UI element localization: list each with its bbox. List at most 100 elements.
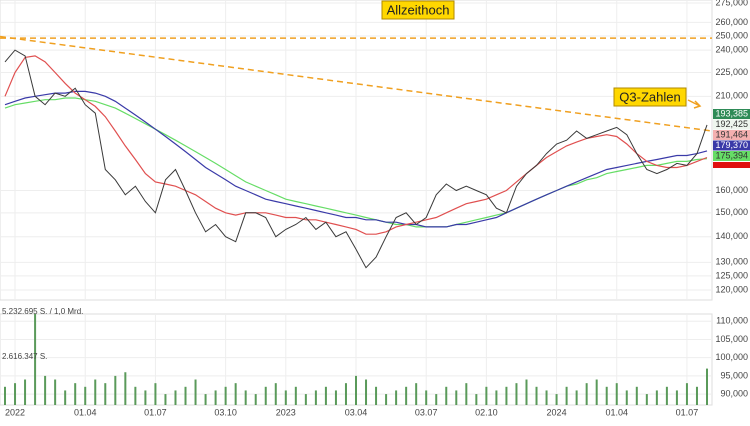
volume-bar [515,383,518,405]
volume-bar [174,390,177,405]
last-quote: 192,425 [715,119,748,129]
volume-bar [34,314,37,405]
volume-bar [24,379,27,405]
volume-bar [465,383,468,405]
x-tick-label: 03.07 [415,407,438,417]
volume-bar [365,379,368,405]
volume-label: 5.232.695 S. / 1,0 Mrd. [2,307,83,316]
y-tick-label: 140,000 [715,231,748,241]
volume-bar [485,386,488,405]
volume-bar [385,394,388,405]
y-tick-label: 250,000 [715,30,748,40]
volume-bar [274,383,277,405]
volume-bar [94,379,97,405]
volume-bar [14,383,17,405]
x-tick-label: 01.07 [676,407,699,417]
moving-average [4,97,708,228]
x-tick-label: 01.07 [144,407,167,417]
x-tick-label: 2023 [276,407,296,417]
y-tick-label: 90,000 [720,388,748,398]
volume-bar [615,383,618,405]
volume-bar [675,390,678,405]
volume-bar [535,386,538,405]
annotation-box [613,87,687,107]
x-tick-label: 2022 [5,407,25,417]
volume-bar [204,394,207,405]
volume-bar [605,386,608,405]
volume-bar [324,386,327,405]
annotation-box [381,0,455,20]
volume-bar [695,386,698,405]
volume-bar [54,379,57,405]
volume-bar [585,383,588,405]
volume-bar [314,390,317,405]
volume-bar [375,386,378,405]
volume-bar [134,386,137,405]
volume-bar [625,390,628,405]
volume-bar [344,383,347,405]
x-tick-label: 2024 [547,407,567,417]
volume-bar [224,386,227,405]
volume-bar [84,386,87,405]
volume-bar [124,372,127,405]
y-tick-label: 210,000 [715,91,748,101]
volume-bar [645,394,648,405]
volume-bar [214,390,217,405]
volume-bar [284,390,287,405]
volume-bar [44,375,47,405]
volume-bar [264,386,267,405]
x-tick-label: 01.04 [74,407,97,417]
x-tick-label: 02.10 [475,407,498,417]
volume-bar [685,383,688,405]
last-quote-box [713,130,750,140]
volume-bar [425,390,428,405]
y-tick-label: 120,000 [715,284,748,294]
volume-bar [164,394,167,405]
y-tick-label: 160,000 [715,185,748,195]
volume-bar [254,394,257,405]
y-tick-label: 100,000 [715,352,748,362]
y-tick-label: 260,000 [715,17,748,27]
moving-average [4,90,708,228]
volume-bar [505,386,508,405]
volume-bar [334,390,337,405]
last-quote-box [713,109,750,119]
last-quote: 193,385 [715,108,748,118]
volume-bar [565,386,568,405]
volume-bar [575,390,578,405]
x-tick-label: 03.04 [345,407,368,417]
volume-bar [706,368,708,405]
y-tick-label: 110,000 [716,316,748,326]
volume-bar [144,390,147,405]
y-tick-label: 105,000 [715,334,748,344]
y-tick-label: 95,000 [720,370,748,380]
volume-bar [4,386,6,405]
volume-bar [545,390,548,405]
volume-bar [495,390,498,405]
y-tick-label: 240,000 [715,45,748,55]
volume-bar [395,390,398,405]
price-line [4,49,708,269]
volume-bar [355,375,357,405]
volume-bar [555,394,558,405]
volume-bar [415,383,418,405]
volume-bar [304,394,307,405]
last-quote-box [713,162,750,168]
volume-bar [405,386,408,405]
y-tick-label: 125,000 [715,270,748,280]
x-tick-label: 03.10 [214,407,237,417]
last-quote: 191,464 [715,129,748,139]
volume-bar [635,386,638,405]
volume-label: 2.616.347 S. [2,352,47,361]
x-tick-label: 01.04 [605,407,628,417]
moving-average [4,55,708,235]
volume-bar [445,386,448,405]
volume-bar [525,379,528,405]
volume-bar [455,390,458,405]
annotation: Q3-Zahlen [619,89,680,104]
annotation-arrow [687,99,702,109]
volume-bar [435,394,438,405]
y-tick-label: 275,000 [715,0,748,7]
volume-bar [475,394,478,405]
